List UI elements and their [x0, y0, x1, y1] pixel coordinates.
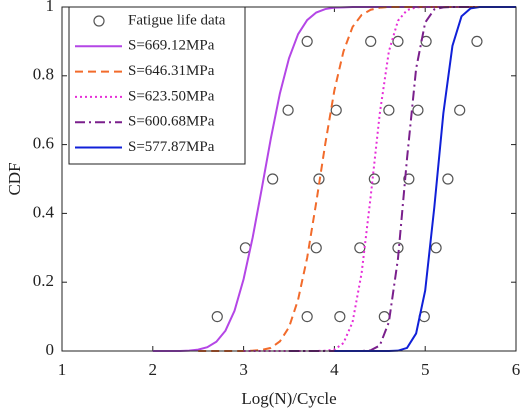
legend-label: S=600.68MPa — [128, 114, 215, 130]
data-point — [442, 173, 454, 185]
data-point — [334, 311, 346, 323]
x-tick-label: 2 — [149, 360, 158, 379]
y-axis-label: CDF — [5, 162, 24, 195]
data-point — [211, 311, 223, 323]
data-point — [383, 104, 395, 116]
cdf-line — [289, 6, 516, 352]
x-tick-label: 5 — [421, 360, 430, 379]
y-tick-label: 0.2 — [33, 271, 54, 290]
y-tick-label: 0.8 — [33, 65, 54, 84]
data-point — [454, 104, 466, 116]
legend-label: Fatigue life data — [128, 12, 226, 28]
legend-box — [68, 6, 246, 165]
y-tick-label: 0.4 — [33, 202, 55, 221]
cdf-line — [334, 6, 516, 352]
data-point — [412, 104, 424, 116]
x-tick-label: 6 — [512, 360, 520, 379]
x-axis-label: Log(N)/Cycle — [241, 389, 336, 408]
data-point — [392, 35, 404, 48]
data-point — [282, 104, 294, 116]
data-point — [403, 173, 415, 185]
cdf-line — [198, 6, 516, 352]
data-point — [471, 35, 483, 48]
y-tick-label: 1 — [46, 0, 55, 15]
data-point — [301, 311, 313, 323]
legend-marker — [93, 15, 105, 27]
data-point — [310, 242, 322, 254]
legend-label: S=623.50MPa — [128, 88, 215, 104]
y-tick-label: 0 — [46, 340, 55, 359]
data-point — [267, 173, 279, 185]
legend-label: S=646.31MPa — [128, 63, 215, 79]
legend-label: S=577.87MPa — [128, 139, 215, 155]
y-tick-label: 0.6 — [33, 134, 54, 153]
data-point — [420, 35, 432, 48]
data-point — [301, 35, 313, 48]
legend-label: S=669.12MPa — [128, 38, 215, 54]
data-point — [378, 311, 390, 323]
data-point — [368, 173, 380, 185]
data-point — [365, 35, 377, 48]
x-tick-label: 3 — [239, 360, 248, 379]
data-point — [430, 242, 442, 254]
data-point — [330, 104, 342, 116]
x-tick-label: 1 — [58, 360, 67, 379]
x-tick-label: 4 — [330, 360, 339, 379]
plot-frame — [61, 6, 517, 352]
